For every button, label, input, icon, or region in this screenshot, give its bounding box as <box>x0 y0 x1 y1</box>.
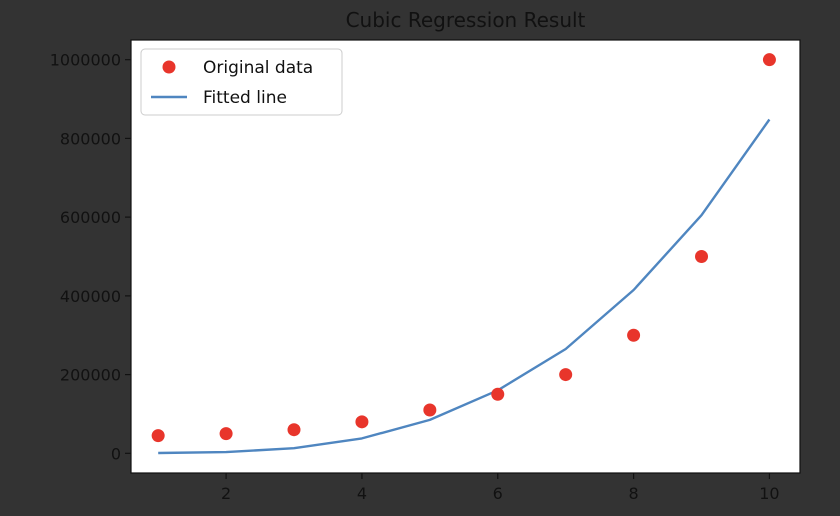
x-tick-label: 8 <box>629 484 639 503</box>
y-tick-label: 800000 <box>60 129 121 148</box>
legend-label: Original data <box>203 58 313 78</box>
x-axis: 2 4 6 8 10 <box>221 473 780 503</box>
data-point <box>695 250 709 263</box>
data-point <box>559 368 573 382</box>
legend: Original data Fitted line <box>140 48 343 116</box>
y-tick-label: 400000 <box>60 287 121 306</box>
legend-marker-scatter <box>162 60 176 74</box>
data-point <box>627 328 641 342</box>
legend-box <box>140 48 343 116</box>
data-point <box>423 403 437 417</box>
y-axis: 0 200000 400000 600000 800000 1000000 <box>50 51 131 463</box>
series-layer <box>151 53 776 455</box>
data-point <box>355 415 369 429</box>
data-point <box>762 53 776 67</box>
y-tick-label: 600000 <box>60 208 121 227</box>
legend-label: Fitted line <box>203 88 287 108</box>
x-tick-label: 4 <box>357 484 367 503</box>
data-point <box>491 387 505 401</box>
x-tick-label: 2 <box>221 484 231 503</box>
data-point <box>287 423 301 437</box>
x-tick-label: 10 <box>759 484 779 503</box>
y-tick-label: 0 <box>111 444 121 463</box>
y-tick-label: 1000000 <box>50 51 121 70</box>
y-tick-label: 200000 <box>60 366 121 385</box>
x-tick-label: 6 <box>493 484 503 503</box>
data-point <box>151 429 165 443</box>
data-point <box>219 427 233 441</box>
chart-title: Cubic Regression Result <box>346 8 586 32</box>
fitted-line <box>158 118 771 455</box>
